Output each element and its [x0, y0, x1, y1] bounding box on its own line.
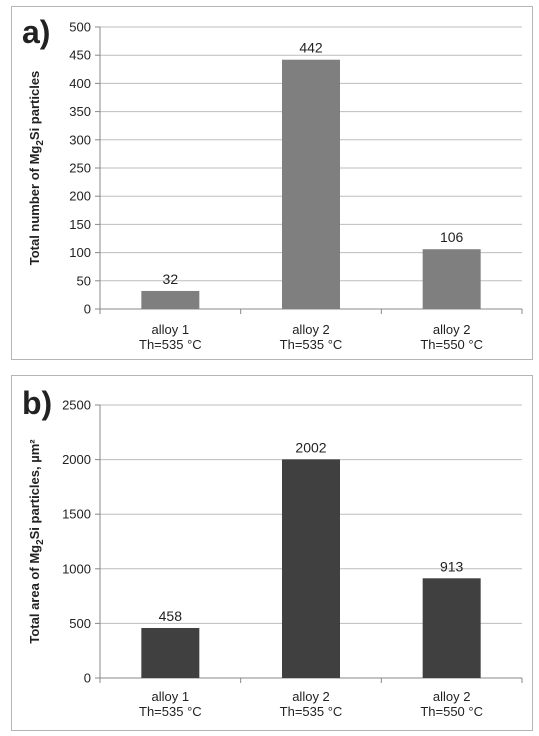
chart-b-bar — [141, 627, 200, 678]
chart-b-y-tick-label: 0 — [84, 671, 91, 686]
chart-a-y-tick-label: 500 — [69, 20, 91, 35]
chart-a-y-tick-label: 150 — [69, 217, 91, 232]
chart-a-category-sublabel: Th=535 °C — [280, 337, 343, 352]
chart-a-category-sublabel: Th=535 °C — [139, 337, 202, 352]
chart-a-y-tick-label: 350 — [69, 104, 91, 119]
chart-b-y-tick-label: 2500 — [62, 398, 91, 413]
chart-b-y-tick-label: 2000 — [62, 452, 91, 467]
chart-a-bar — [282, 59, 340, 309]
chart-b-category-label: alloy 2 — [292, 689, 330, 704]
chart-a-y-axis-title: Total number of Mg2Si particles — [27, 71, 46, 266]
chart-a-data-label: 106 — [440, 229, 464, 245]
bar-chart-total-number: a) 0 50 100 150 200 250 300 350 400 450 500 32 alloy … — [22, 14, 523, 352]
chart-a-category-label: alloy 1 — [152, 322, 190, 337]
chart-b-data-label: 2002 — [295, 439, 326, 455]
chart-b-category-sublabel: Th=535 °C — [280, 704, 343, 719]
chart-b-y-tick-label: 500 — [69, 616, 91, 631]
chart-b-data-label: 458 — [159, 608, 183, 624]
chart-a-bar — [422, 249, 481, 309]
chart-b-y-axis-title: Total area of Mg2Si particles, µm² — [27, 439, 46, 644]
chart-a-y-tick-label: 50 — [77, 273, 91, 288]
chart-a-bar — [141, 290, 200, 309]
chart-panel-b: b) 0 500 1000 1500 2000 2500 458 alloy 1 Th=535 °… — [11, 375, 533, 731]
chart-a-category-label: alloy 2 — [292, 322, 330, 337]
chart-a-data-label: 32 — [163, 271, 179, 287]
chart-a-y-tick-label: 100 — [69, 245, 91, 260]
chart-a-y-tick-label: 450 — [69, 48, 91, 63]
chart-b-category-sublabel: Th=535 °C — [139, 704, 202, 719]
chart-a-y-tick-label: 300 — [69, 132, 91, 147]
chart-b-bar — [422, 578, 481, 678]
chart-b-category-label: alloy 2 — [433, 689, 471, 704]
chart-a-category-sublabel: Th=550 °C — [420, 337, 483, 352]
chart-b-category-sublabel: Th=550 °C — [420, 704, 483, 719]
chart-a-y-tick-label: 200 — [69, 189, 91, 204]
chart-b-panel-letter: b) — [22, 385, 52, 421]
chart-b-y-tick-label: 1500 — [62, 507, 91, 522]
chart-b-y-tick-label: 1000 — [62, 561, 91, 576]
chart-b-category-label: alloy 1 — [152, 689, 190, 704]
chart-a-y-tick-label: 0 — [84, 302, 91, 317]
chart-a-data-label: 442 — [299, 40, 323, 56]
chart-a-y-tick-label: 250 — [69, 161, 91, 176]
chart-a-y-tick-label: 400 — [69, 76, 91, 91]
chart-a-category-label: alloy 2 — [433, 322, 471, 337]
chart-b-data-label: 913 — [440, 558, 464, 574]
chart-panel-a: a) 0 50 100 150 200 250 300 350 400 450 500 32 alloy … — [11, 6, 533, 360]
chart-b-bar — [282, 459, 340, 678]
chart-a-panel-letter: a) — [22, 14, 50, 50]
